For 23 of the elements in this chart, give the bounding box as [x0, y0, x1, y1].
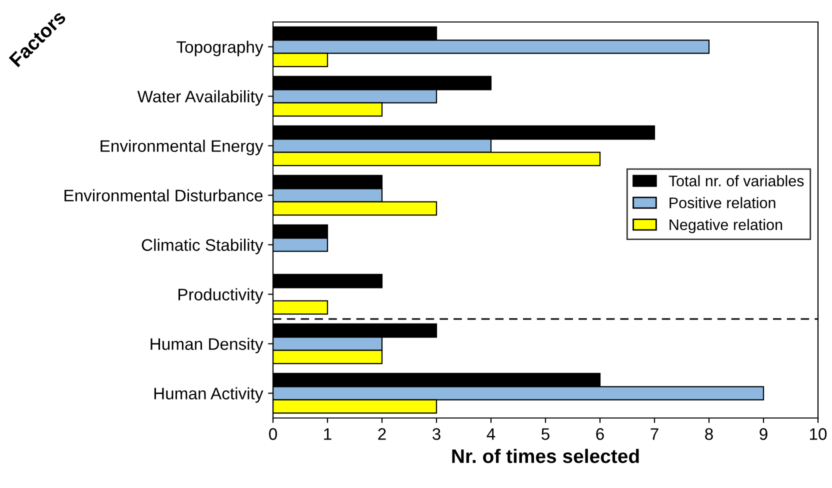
x-axis-title: Nr. of times selected — [452, 448, 639, 464]
y-tick-label: Human Activity — [154, 387, 264, 403]
x-tick-label: 0 — [269, 428, 277, 440]
legend-label: Negative relation — [670, 218, 782, 234]
x-tick-label: 1 — [324, 428, 332, 440]
y-tick-label: Human Density — [150, 338, 264, 354]
x-tick-label: 10 — [810, 428, 827, 440]
y-tick-label: Environmental Disturbance — [64, 189, 263, 202]
x-tick-label: 5 — [542, 428, 550, 440]
x-tick-label: 8 — [705, 428, 713, 440]
x-tick-label: 3 — [432, 428, 440, 440]
y-tick-label: Climatic Stability — [142, 238, 264, 254]
x-tick-label: 7 — [650, 428, 658, 440]
x-tick-label: 2 — [378, 428, 386, 440]
y-tick-label: Topography — [176, 40, 264, 56]
legend-label: Positive relation — [670, 197, 776, 208]
x-tick-label: 4 — [486, 428, 496, 440]
x-tick-label: 6 — [596, 428, 604, 440]
x-tick-label: 9 — [760, 428, 768, 440]
y-tick-label: Productivity — [178, 288, 264, 304]
legend-label: Total nr. of variables — [668, 175, 804, 186]
y-tick-label: Environmental Energy — [100, 140, 264, 156]
y-tick-label: Water Availability — [137, 90, 264, 106]
